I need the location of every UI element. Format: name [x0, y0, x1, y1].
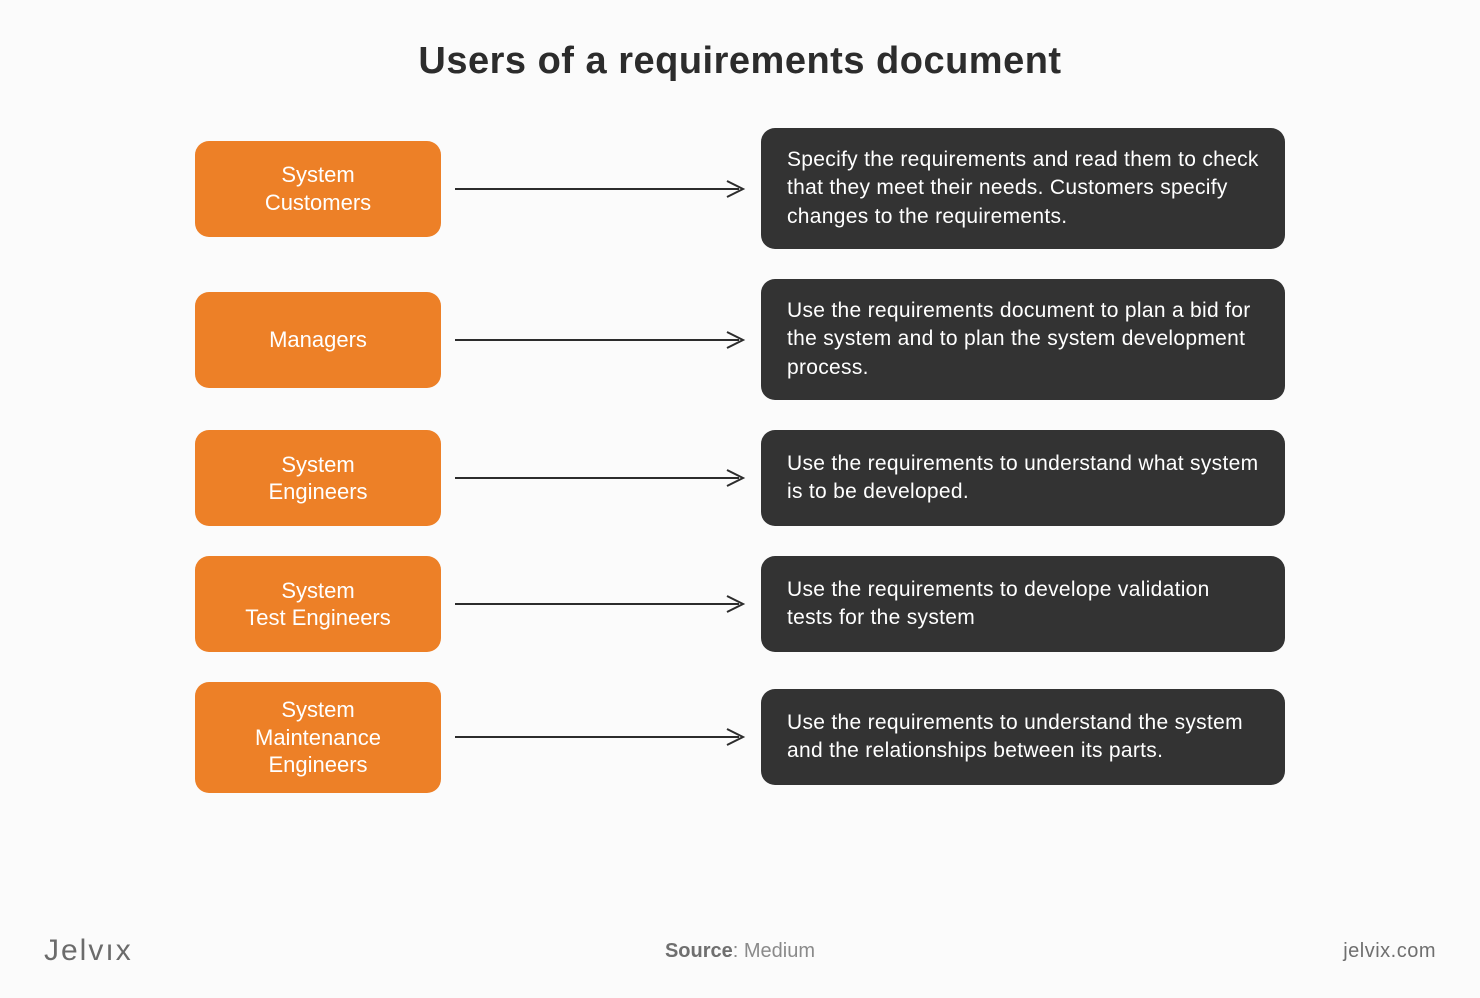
- arrow: [441, 179, 761, 199]
- role-box: SystemTest Engineers: [195, 556, 441, 652]
- role-box: SystemMaintenanceEngineers: [195, 682, 441, 793]
- arrow: [441, 727, 761, 747]
- role-box: SystemEngineers: [195, 430, 441, 526]
- diagram-rows: SystemCustomers Specify the requirements…: [0, 128, 1480, 793]
- arrow: [441, 468, 761, 488]
- description-box: Use the requirements to develope validat…: [761, 556, 1285, 652]
- description-box: Specify the requirements and read them t…: [761, 128, 1285, 249]
- arrow: [441, 594, 761, 614]
- description-box: Use the requirements document to plan a …: [761, 279, 1285, 400]
- diagram-row: SystemEngineers Use the requirements to …: [195, 430, 1285, 526]
- role-box: SystemCustomers: [195, 141, 441, 237]
- brand-logo: Jelvıx: [44, 934, 133, 968]
- arrow: [441, 330, 761, 350]
- source-value: Medium: [744, 940, 815, 962]
- diagram-title: Users of a requirements document: [0, 40, 1480, 83]
- diagram-row: SystemCustomers Specify the requirements…: [195, 128, 1285, 249]
- footer: Jelvıx Source: Medium jelvix.com: [0, 934, 1480, 968]
- description-box: Use the requirements to understand what …: [761, 430, 1285, 526]
- site-url: jelvix.com: [1343, 940, 1436, 963]
- diagram-row: SystemTest Engineers Use the requirement…: [195, 556, 1285, 652]
- description-box: Use the requirements to understand the s…: [761, 689, 1285, 785]
- role-box: Managers: [195, 292, 441, 388]
- diagram-row: SystemMaintenanceEngineers Use the requi…: [195, 682, 1285, 793]
- source-label: Source: [665, 940, 733, 962]
- brand-text: Jelvıx: [44, 934, 133, 967]
- source-colon: :: [733, 940, 744, 962]
- source-citation: Source: Medium: [665, 940, 815, 963]
- diagram-row: Managers Use the requirements document t…: [195, 279, 1285, 400]
